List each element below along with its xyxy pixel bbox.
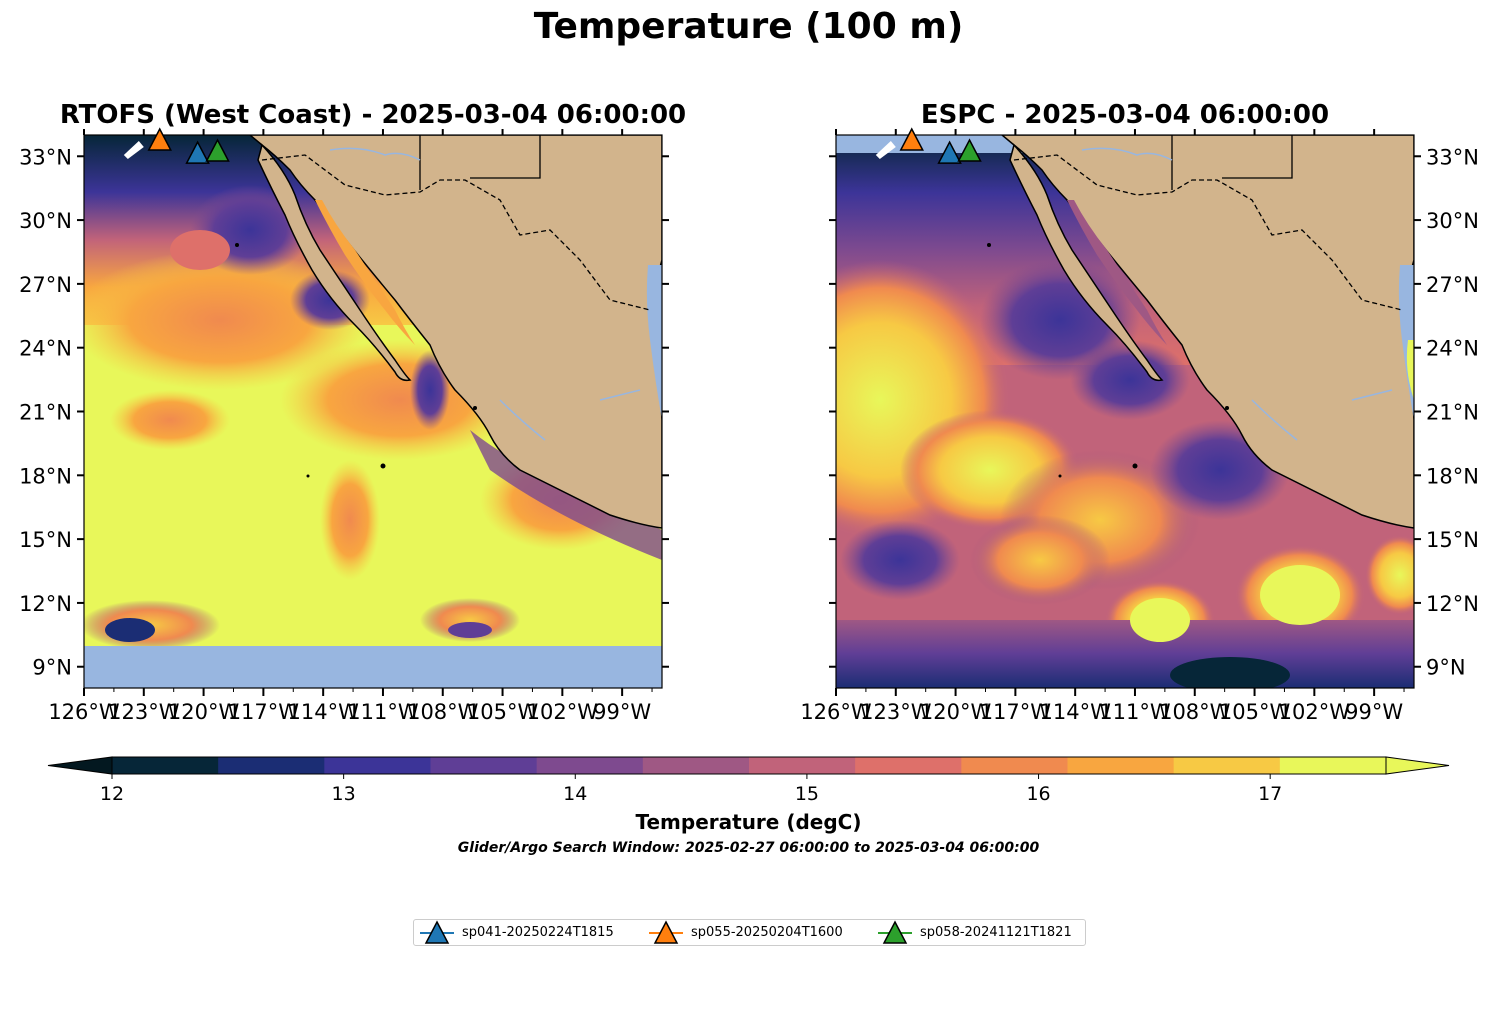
lat-tick-label: 9°N [32, 656, 72, 680]
legend-triangle-icon [878, 920, 912, 944]
lat-tick-label: 33°N [1426, 145, 1479, 169]
colorbar-tick-label: 14 [563, 783, 587, 805]
colorbar-segment [112, 757, 219, 774]
lon-tick-label: 114°W [287, 700, 359, 724]
legend-marker [424, 920, 450, 944]
lat-tick-label: 27°N [1426, 273, 1479, 297]
lon-tick-label: 111°W [347, 700, 419, 724]
lon-tick-label: 102°W [1279, 700, 1351, 724]
legend-item-sp058: sp058-20241121T1821 [876, 920, 1072, 945]
lon-tick-label: 105°W [1219, 700, 1291, 724]
figure-title: Temperature (100 m) [533, 6, 964, 47]
legend-item-sp055: sp055-20250204T1600 [647, 920, 843, 945]
lat-tick-label: 24°N [19, 337, 72, 361]
lon-tick-label: 120°W [920, 700, 992, 724]
glider-marker-sp058-20241121T1821 [205, 138, 230, 162]
legend-marker [882, 920, 908, 944]
rtofs-panel-title: RTOFS (West Coast) - 2025-03-04 06:00:00 [59, 100, 687, 130]
lon-tick-label: 126°W [800, 700, 872, 724]
colorbar-tick-label: 12 [100, 783, 124, 805]
colorbar-tick-label: 16 [1026, 783, 1050, 805]
figure-canvas: 126°W123°W120°W117°W114°W111°W108°W105°W… [19, 127, 1479, 805]
colorbar-segment [1173, 757, 1281, 774]
lon-tick-label: 126°W [48, 700, 120, 724]
rtofs-map [84, 135, 662, 688]
colorbar-tick-label: 15 [795, 783, 819, 805]
glider-marker-sp055-20250204T1600 [899, 127, 924, 151]
colorbar-segment [536, 757, 644, 774]
colorbar-segment [1067, 757, 1175, 774]
lon-tick-label: 99°W [1345, 700, 1403, 724]
colorbar-over-extend [1385, 756, 1450, 775]
lat-tick-label: 27°N [19, 273, 72, 297]
lat-tick-label: 18°N [19, 464, 72, 488]
espc-panel-title: ESPC - 2025-03-04 06:00:00 [920, 100, 1330, 130]
colorbar-tick-label: 17 [1258, 783, 1282, 805]
lon-tick-label: 114°W [1039, 700, 1111, 724]
lon-tick-label: 117°W [980, 700, 1052, 724]
colorbar-segment [642, 757, 750, 774]
colorbar-tick-label: 13 [332, 783, 356, 805]
lon-tick-label: 120°W [168, 700, 240, 724]
lat-tick-label: 15°N [19, 528, 72, 552]
glider-marker-sp041-20250224T1815 [185, 140, 210, 164]
espc-map [836, 135, 1414, 688]
colorbar-label: Temperature (degC) [635, 810, 862, 834]
lat-tick-label: 33°N [19, 145, 72, 169]
lon-tick-label: 111°W [1099, 700, 1171, 724]
lat-tick-label: 24°N [1426, 337, 1479, 361]
colorbar-segment [1279, 757, 1387, 774]
lon-tick-label: 123°W [108, 700, 180, 724]
lat-tick-label: 18°N [1426, 464, 1479, 488]
axis-ticks: 126°W123°W120°W117°W114°W111°W108°W105°W… [19, 129, 1479, 724]
search-window-note: Glider/Argo Search Window: 2025-02-27 06… [457, 840, 1040, 856]
glider-marker-sp055-20250204T1600 [147, 127, 172, 151]
lon-tick-label: 123°W [860, 700, 932, 724]
colorbar-segment [430, 757, 538, 774]
colorbar-segment [855, 757, 962, 774]
legend-label: sp041-20250224T1815 [462, 925, 614, 940]
lon-tick-label: 99°W [593, 700, 651, 724]
colorbar-segment [749, 757, 856, 774]
glider-track [123, 141, 144, 159]
colorbar-segment [961, 757, 1068, 774]
lon-tick-label: 108°W [1159, 700, 1231, 724]
lon-tick-label: 105°W [467, 700, 539, 724]
colorbar-outline [111, 756, 1387, 775]
glider-markers [123, 127, 982, 164]
lat-tick-label: 12°N [1426, 592, 1479, 616]
glider-marker-sp041-20250224T1815 [937, 140, 962, 164]
glider-track [875, 141, 896, 159]
legend-marker [653, 920, 679, 944]
lat-tick-label: 9°N [1426, 656, 1466, 680]
lon-tick-label: 117°W [228, 700, 300, 724]
lat-tick-label: 15°N [1426, 528, 1479, 552]
lat-tick-label: 21°N [1426, 401, 1479, 425]
lat-tick-label: 30°N [19, 209, 72, 233]
legend-label: sp058-20241121T1821 [920, 925, 1072, 940]
legend-item-sp041: sp041-20250224T1815 [418, 920, 614, 945]
legend-triangle-icon [649, 920, 683, 944]
lat-tick-label: 30°N [1426, 209, 1479, 233]
colorbar-segment [324, 757, 431, 774]
lon-tick-label: 108°W [407, 700, 479, 724]
colorbar-segment [218, 757, 325, 774]
colorbar: 12 13 14 15 16 17 [47, 756, 1450, 805]
lon-tick-label: 102°W [527, 700, 599, 724]
glider-marker-sp058-20241121T1821 [957, 138, 982, 162]
colorbar-under-extend [47, 756, 113, 775]
legend-triangle-icon [420, 920, 454, 944]
lat-tick-label: 21°N [19, 401, 72, 425]
lat-tick-label: 12°N [19, 592, 72, 616]
glider-legend: sp041-20250224T1815 sp055-20250204T1600 … [413, 919, 1086, 946]
legend-label: sp055-20250204T1600 [691, 925, 843, 940]
